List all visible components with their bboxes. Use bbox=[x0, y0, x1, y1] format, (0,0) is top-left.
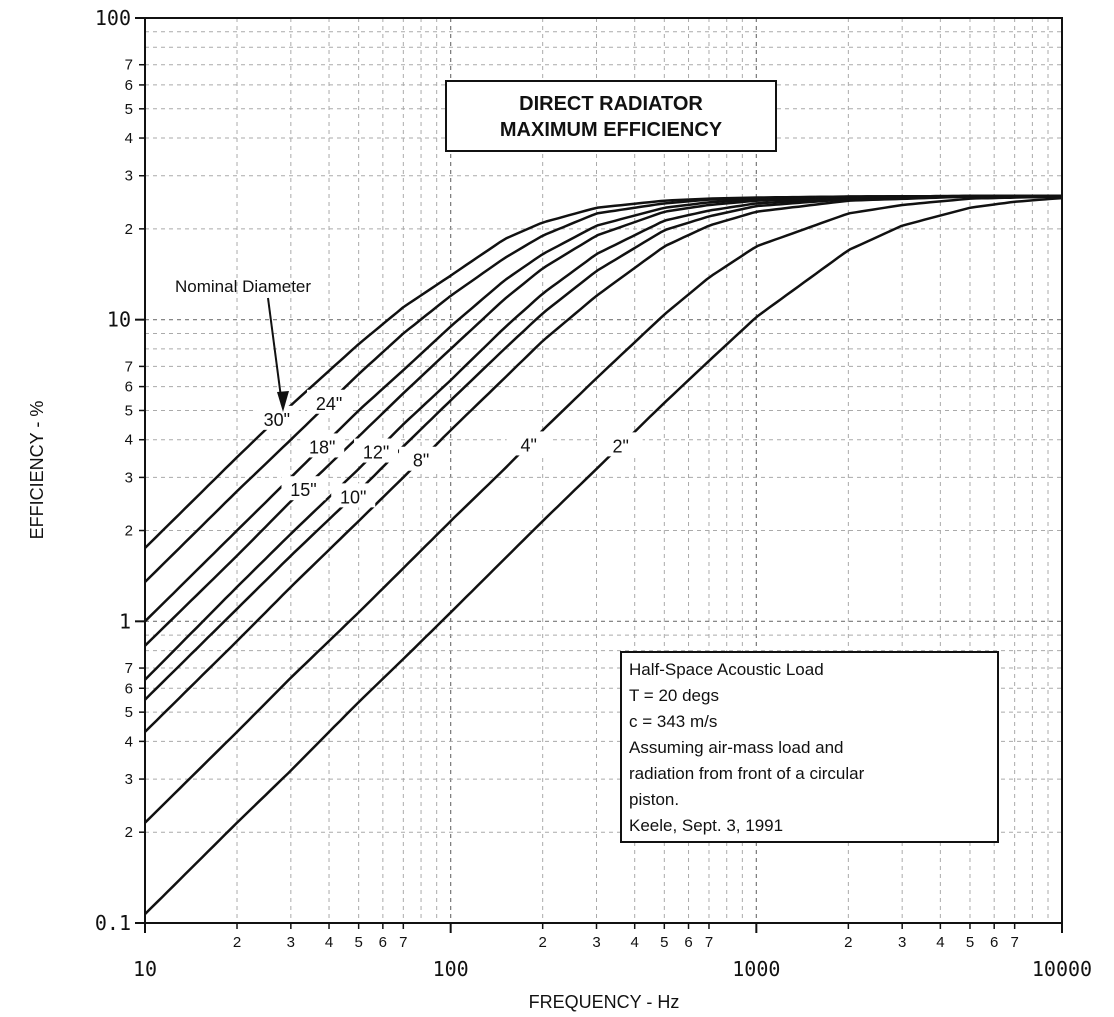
y-minor-tick-label: 7 bbox=[125, 358, 133, 375]
series-label: 2" bbox=[598, 432, 643, 457]
x-minor-tick-label: 6 bbox=[379, 934, 387, 951]
y-minor-tick-label: 3 bbox=[125, 771, 133, 788]
y-minor-tick-label: 4 bbox=[125, 432, 133, 449]
x-minor-tick-label: 2 bbox=[844, 934, 852, 951]
y-minor-tick-label: 4 bbox=[125, 130, 133, 147]
curves bbox=[144, 194, 1063, 915]
x-minor-tick-label: 4 bbox=[631, 934, 639, 951]
note-lines: Half-Space Acoustic Load T = 20 degs c = 3… bbox=[629, 660, 865, 835]
series-label-bg bbox=[331, 483, 376, 508]
x-minor-tick-label: 5 bbox=[966, 934, 974, 951]
x-minor-tick-label: 2 bbox=[539, 934, 547, 951]
x-minor-tick-label: 5 bbox=[354, 934, 362, 951]
series-line bbox=[144, 196, 1063, 915]
x-minor-tick-label: 7 bbox=[1010, 934, 1018, 951]
series-label-bg bbox=[354, 438, 399, 463]
y-tick-label: 1 bbox=[119, 609, 131, 633]
x-tick-label: 10 bbox=[133, 957, 157, 981]
notes-box: Half-Space Acoustic Load T = 20 degs c = 3… bbox=[620, 651, 999, 843]
note-line: Half-Space Acoustic Load bbox=[629, 660, 824, 679]
series-label: 18" bbox=[300, 433, 345, 458]
y-axis-title: EFFICIENCY - % bbox=[27, 401, 47, 540]
series-label: 12" bbox=[354, 438, 399, 463]
series-label-bg bbox=[399, 446, 444, 471]
series-label: 10" bbox=[331, 483, 376, 508]
y-minor-tick-label: 6 bbox=[125, 680, 133, 697]
y-minor-tick-label: 2 bbox=[125, 824, 133, 841]
y-minor-tick-label: 3 bbox=[125, 469, 133, 486]
y-minor-tick-label: 6 bbox=[125, 379, 133, 396]
series-label-text: 4" bbox=[520, 435, 536, 455]
chart-title-box: DIRECT RADIATOR MAXIMUM EFFICIENCY bbox=[445, 80, 777, 152]
x-axis-title: FREQUENCY - Hz bbox=[529, 992, 680, 1012]
series-label-bg bbox=[281, 476, 326, 501]
y-minor-tick-label: 4 bbox=[125, 733, 133, 750]
series-label-text: 15" bbox=[290, 480, 316, 500]
notes-frame bbox=[620, 651, 999, 843]
x-tick-label: 1000 bbox=[732, 957, 780, 981]
y-tick-label: 0.1 bbox=[95, 911, 131, 935]
nominal-diameter-annotation: Nominal Diameter bbox=[175, 277, 311, 412]
note-line: piston. bbox=[629, 790, 679, 809]
y-minor-tick-label: 5 bbox=[125, 101, 133, 118]
annotation-arrow-line bbox=[267, 297, 283, 406]
series-label-text: 12" bbox=[363, 443, 389, 463]
x-minor-tick-label: 5 bbox=[660, 934, 668, 951]
y-minor-tick-label: 2 bbox=[125, 523, 133, 540]
plot-frame bbox=[144, 17, 1063, 924]
series-label: 4" bbox=[506, 431, 551, 456]
y-tick-label: 10 bbox=[107, 308, 131, 332]
series-line bbox=[144, 194, 1062, 733]
chart-title-line-1: DIRECT RADIATOR bbox=[519, 93, 703, 115]
x-minor-tick-label: 3 bbox=[898, 934, 906, 951]
series-label: 24" bbox=[307, 389, 352, 414]
x-tick-label: 100 bbox=[433, 957, 469, 981]
x-minor-tick-label: 2 bbox=[233, 934, 241, 951]
series-label: 15" bbox=[281, 476, 326, 501]
series-label-text: 24" bbox=[316, 394, 342, 414]
x-minor-tick-label: 3 bbox=[592, 934, 600, 951]
y-minor-tick-label: 3 bbox=[125, 168, 133, 185]
annotation-arrowhead bbox=[277, 391, 289, 412]
y-minor-tick-label: 6 bbox=[125, 77, 133, 94]
y-minor-tick-label: 5 bbox=[125, 704, 133, 721]
x-minor-tick-label: 4 bbox=[325, 934, 333, 951]
x-tick-label: 10000 bbox=[1032, 957, 1092, 981]
x-minor-tick-label: 3 bbox=[287, 934, 295, 951]
series-label-text: 2" bbox=[613, 436, 629, 456]
series-label-bg bbox=[598, 432, 643, 457]
y-tick-label: 100 bbox=[95, 6, 131, 30]
y-minor-tick-label: 2 bbox=[125, 221, 133, 238]
curve-labels: 30" 24" 18" 15" 12" 10" 8" 4" 2" bbox=[254, 389, 643, 508]
series-line bbox=[144, 195, 1063, 824]
series-label: 8" bbox=[399, 446, 444, 471]
x-minor-tick-label: 7 bbox=[705, 934, 713, 951]
series-label-text: 10" bbox=[340, 487, 366, 507]
x-minor-tick-label: 6 bbox=[684, 934, 692, 951]
series-label-bg bbox=[307, 389, 352, 414]
x-minor-tick-label: 6 bbox=[990, 934, 998, 951]
series-label-text: 30" bbox=[264, 410, 290, 430]
x-minor-tick-label: 7 bbox=[399, 934, 407, 951]
series-label-bg bbox=[300, 433, 345, 458]
note-line: radiation from front of a circular bbox=[629, 764, 865, 783]
note-line: T = 20 degs bbox=[629, 686, 719, 705]
series-label-bg bbox=[506, 431, 551, 456]
y-minor-tick-label: 5 bbox=[125, 402, 133, 419]
chart-title-line-2: MAXIMUM EFFICIENCY bbox=[500, 119, 723, 141]
x-minor-tick-label: 4 bbox=[936, 934, 944, 951]
series-label-text: 8" bbox=[413, 451, 429, 471]
series-label-bg bbox=[254, 405, 299, 430]
note-line: c = 343 m/s bbox=[629, 712, 717, 731]
series-label: 30" bbox=[254, 405, 299, 430]
note-line: Keele, Sept. 3, 1991 bbox=[629, 816, 783, 835]
y-minor-tick-label: 7 bbox=[125, 57, 133, 74]
series-label-text: 18" bbox=[309, 437, 335, 457]
nominal-diameter-label: Nominal Diameter bbox=[175, 277, 311, 296]
note-line: Assuming air-mass load and bbox=[629, 738, 843, 757]
y-minor-tick-label: 7 bbox=[125, 660, 133, 677]
title-frame bbox=[445, 80, 777, 152]
